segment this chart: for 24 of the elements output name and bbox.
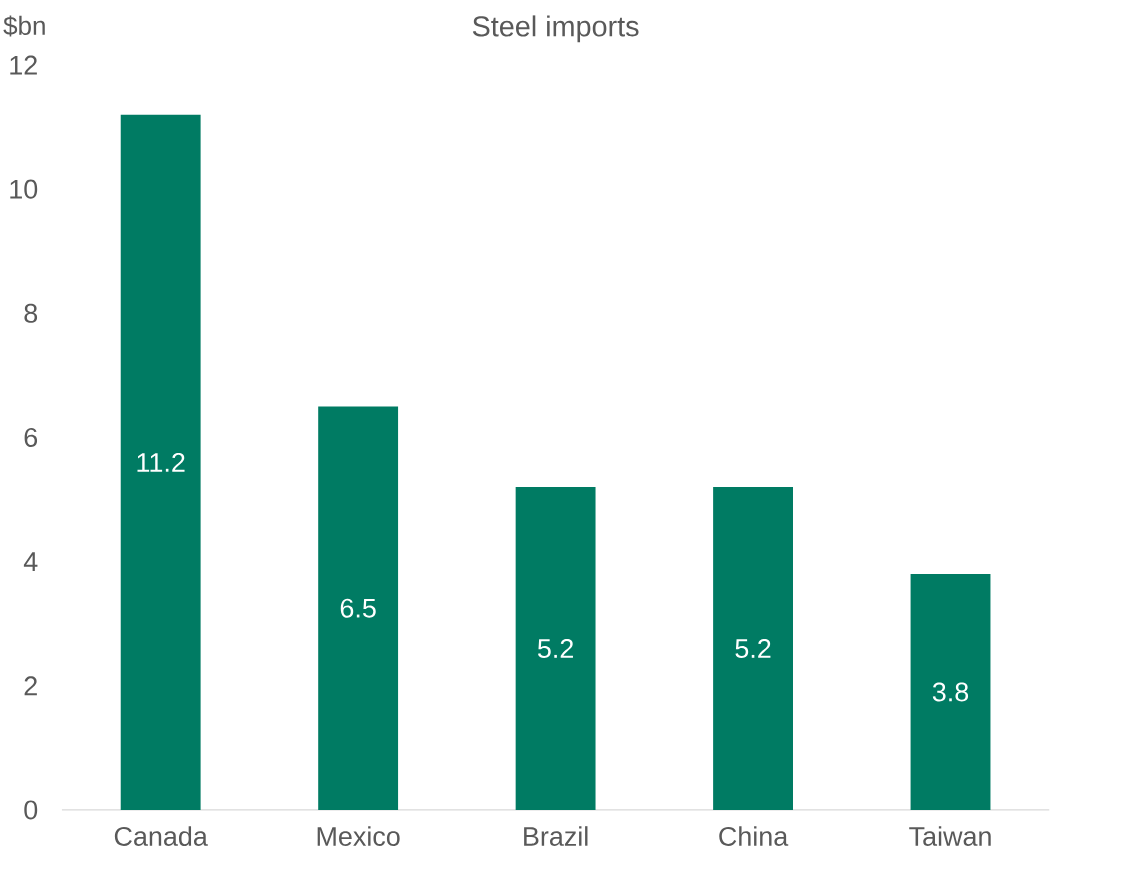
x-tick-label: China [719, 826, 789, 846]
y-tick-label: 12 [10, 55, 37, 75]
bar [318, 406, 399, 810]
y-axis-title: $bn [3, 15, 45, 37]
y-tick-label: 2 [24, 676, 37, 696]
data-label: 3.8 [932, 682, 969, 702]
x-tick-label: Canada [114, 826, 208, 846]
chart-title: Steel imports [472, 15, 639, 43]
y-tick-label: 4 [23, 552, 38, 571]
x-tick-label: Taiwan [909, 826, 991, 846]
data-label: 5.2 [735, 638, 771, 659]
data-label: 11.2 [137, 452, 185, 472]
data-label: 6.5 [340, 598, 376, 618]
data-label: 5.2 [537, 638, 573, 659]
y-tick-label: 0 [24, 800, 38, 820]
y-tick-label: 8 [24, 303, 38, 323]
bar [515, 487, 596, 810]
y-tick-label: 6 [24, 427, 38, 447]
bar [713, 487, 793, 810]
bar [120, 114, 201, 810]
x-tick-label: Mexico [317, 826, 400, 846]
x-tick-label: Brazil [524, 826, 588, 846]
bar [910, 574, 991, 810]
y-tick-label: 10 [10, 179, 38, 199]
